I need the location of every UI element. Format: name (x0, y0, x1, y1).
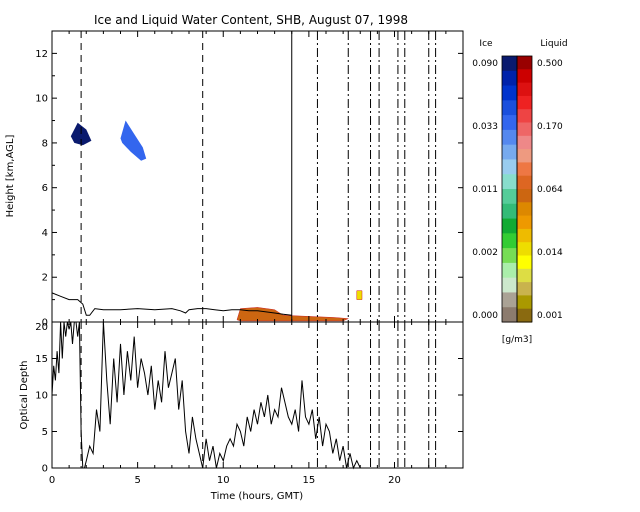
colorbar-liquid-tick-2: 0.064 (537, 185, 563, 195)
colorbar-ice-swatch-2 (502, 85, 517, 101)
colorbar-liquid-swatch-7 (517, 149, 532, 163)
colorbar-ice-swatch-0 (502, 56, 517, 72)
bottom-panel-frame (51, 321, 464, 469)
colorbar-ice-swatch-12 (502, 233, 517, 249)
colorbar-liquid-swatch-13 (517, 228, 532, 243)
colorbar-ice-swatch-16 (502, 292, 517, 308)
colorbar-liquid-swatch-14 (517, 242, 532, 257)
colorbar-liquid-swatch-12 (517, 215, 532, 230)
x-axis-label: Time (hours, GMT) (210, 491, 304, 502)
colorbar-ice-swatch-14 (502, 262, 517, 279)
top-y-tick-label-8: 8 (42, 138, 48, 149)
bottom-x-tick-label-0: 0 (49, 475, 55, 486)
colorbar-liquid-tick-0: 0.500 (537, 59, 563, 69)
colorbar-liquid-swatch-16 (517, 268, 532, 283)
colorbar-ice-tick-3: 0.002 (472, 248, 498, 258)
colorbar-liquid-swatch-18 (517, 295, 532, 310)
top-y-tick-label-12: 12 (35, 49, 48, 60)
colorbar-ice-swatch-5 (502, 129, 517, 146)
colorbar-liquid-swatch-11 (517, 202, 532, 217)
bottom-y-tick-label-15: 15 (35, 354, 48, 365)
colorbar-liquid-swatch-10 (517, 189, 532, 203)
colorbar-ice-swatch-17 (502, 307, 517, 323)
colorbar-ice-swatch-4 (502, 115, 517, 131)
cloud-base-line (51, 292, 292, 316)
top-y-axis-label: Height [km,AGL] (5, 135, 16, 218)
colorbar-ice-tick-2: 0.011 (472, 185, 498, 195)
bottom-x-ticks: 0 5 10 15 20 (49, 322, 464, 486)
ice-region-1 (120, 120, 147, 161)
colorbar-liquid-swatch-2 (517, 82, 532, 97)
top-y-tick-label-2: 2 (42, 273, 48, 284)
colorbar-liquid-swatch-0 (517, 56, 532, 70)
chart-title: Ice and Liquid Water Content, SHB, Augus… (94, 13, 408, 27)
colorbar-liquid-swatch-15 (517, 255, 532, 270)
top-y-tick-label-0: 0 (42, 318, 48, 329)
top-y-tick-label-10: 10 (35, 94, 48, 105)
colorbar-ice-swatch-13 (502, 248, 517, 264)
colorbar-ice-tick-1: 0.033 (472, 122, 498, 132)
colorbar-liquid-tick-4: 0.001 (537, 311, 563, 321)
colorbar-ice-tick-0: 0.090 (472, 59, 498, 69)
colorbar-liquid-swatch-17 (517, 282, 532, 296)
top-x-ticks (51, 31, 464, 322)
bottom-panel: 0 5 10 15 20 0 5 10 15 20 Optical Depth Time (ho… (19, 321, 464, 502)
bottom-y-tick-label-0: 0 (42, 464, 48, 475)
bottom-y-ticks: 0 5 10 15 20 (35, 321, 463, 475)
colorbar-ice-swatch-15 (502, 277, 517, 294)
colorbar-liquid-swatches (517, 56, 532, 323)
colorbar-liquid-swatch-19 (517, 308, 532, 323)
top-y-tick-label-4: 4 (42, 228, 48, 239)
bottom-x-tick-label-20: 20 (388, 475, 401, 486)
top-y-ticks: 0 2 4 6 8 10 12 (35, 30, 463, 329)
colorbar-liquid-tick-1: 0.170 (537, 122, 563, 132)
liquid-region-0 (236, 307, 349, 322)
colorbar-ice-swatch-6 (502, 144, 517, 161)
colorbar-liquid-frame (516, 55, 533, 323)
colorbar-ice-swatch-1 (502, 70, 517, 87)
top-panel-frame (51, 30, 464, 323)
bottom-y-tick-label-5: 5 (42, 427, 48, 438)
colorbar-liquid-label: Liquid (540, 39, 567, 49)
colorbar-ice-swatch-10 (502, 203, 517, 220)
optical-depth-line (51, 321, 361, 470)
top-y-tick-label-6: 6 (42, 183, 48, 194)
liquid-region-1 (356, 290, 363, 300)
colorbar: Ice Liquid 0.090 0.033 0.011 0.002 0.000 0.50… (472, 39, 567, 345)
colorbar-liquid-swatch-1 (517, 69, 532, 84)
colorbar-tick-labels: 0.090 0.033 0.011 0.002 0.000 0.500 0.170 0.064… (472, 59, 563, 321)
colorbar-units: [g/m3] (502, 335, 532, 345)
colorbar-liquid-swatch-6 (517, 135, 532, 150)
colorbar-ice-label: Ice (479, 39, 493, 49)
colorbar-liquid-swatch-5 (517, 122, 532, 137)
colorbar-liquid-swatch-8 (517, 162, 532, 177)
top-panel: 0 2 4 6 8 10 12 Height [km,AGL] (5, 30, 464, 329)
colorbar-ice-swatch-7 (502, 159, 517, 175)
bottom-x-tick-label-15: 15 (303, 475, 316, 486)
colorbar-liquid-swatch-3 (517, 95, 532, 110)
colorbar-liquid-swatch-9 (517, 175, 532, 190)
colorbar-liquid-swatch-4 (517, 109, 532, 124)
colorbar-ice-swatch-11 (502, 218, 517, 234)
bottom-y-tick-label-10: 10 (35, 391, 48, 402)
top-panel-data (51, 31, 437, 322)
colorbar-ice-swatches (502, 56, 517, 323)
colorbar-ice-swatch-3 (502, 100, 517, 116)
colorbar-ice-swatch-9 (502, 189, 517, 205)
colorbar-ice-tick-4: 0.000 (472, 311, 498, 321)
bottom-x-tick-label-10: 10 (217, 475, 230, 486)
colorbar-liquid-tick-3: 0.014 (537, 248, 563, 258)
bottom-x-tick-label-5: 5 (134, 475, 140, 486)
bottom-y-axis-label: Optical Depth (19, 361, 30, 430)
bottom-y-tick-label-20: 20 (35, 322, 48, 333)
colorbar-ice-swatch-8 (502, 174, 517, 190)
bottom-panel-data (51, 321, 437, 470)
